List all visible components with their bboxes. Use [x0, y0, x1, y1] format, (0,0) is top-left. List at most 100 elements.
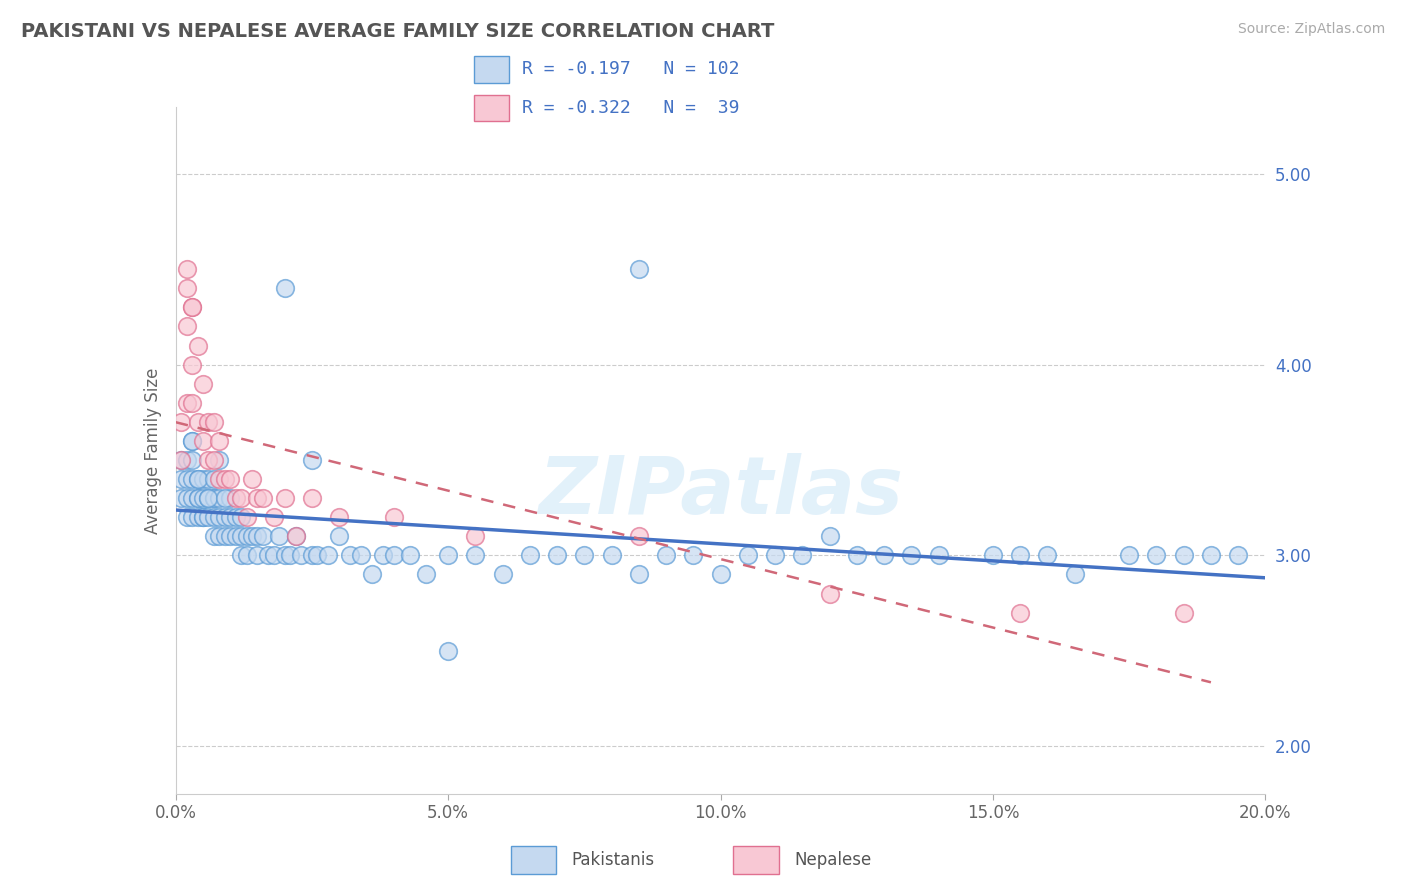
- Point: [225, 529, 247, 543]
- Point: [818, 529, 841, 543]
- Point: [382, 510, 405, 524]
- Point: [574, 549, 596, 563]
- Point: [235, 529, 257, 543]
- Point: [181, 472, 204, 486]
- Point: [290, 549, 312, 563]
- Point: [464, 529, 486, 543]
- Point: [600, 549, 623, 563]
- Point: [170, 491, 193, 505]
- Point: [231, 491, 253, 505]
- Point: [1173, 549, 1195, 563]
- Point: [181, 510, 204, 524]
- Point: [176, 491, 198, 505]
- Point: [170, 453, 193, 467]
- Point: [737, 549, 759, 563]
- Point: [328, 510, 350, 524]
- Point: [181, 434, 204, 448]
- Point: [208, 529, 231, 543]
- Point: [191, 491, 214, 505]
- Point: [845, 549, 868, 563]
- Point: [818, 586, 841, 600]
- Point: [252, 491, 274, 505]
- Point: [235, 549, 257, 563]
- Point: [437, 549, 460, 563]
- Point: [1173, 606, 1195, 620]
- Point: [181, 491, 204, 505]
- Point: [301, 453, 323, 467]
- Point: [181, 358, 204, 372]
- Point: [225, 510, 247, 524]
- Point: [181, 453, 204, 467]
- Point: [318, 549, 340, 563]
- Point: [627, 262, 650, 277]
- Point: [1118, 549, 1140, 563]
- Point: [900, 549, 922, 563]
- Point: [214, 510, 236, 524]
- Point: [208, 510, 231, 524]
- Point: [176, 262, 198, 277]
- Point: [235, 510, 257, 524]
- Point: [360, 567, 382, 582]
- Point: [792, 549, 814, 563]
- Point: [219, 472, 242, 486]
- Point: [284, 529, 307, 543]
- Text: PAKISTANI VS NEPALESE AVERAGE FAMILY SIZE CORRELATION CHART: PAKISTANI VS NEPALESE AVERAGE FAMILY SIZ…: [21, 22, 775, 41]
- Point: [682, 549, 704, 563]
- Point: [415, 567, 437, 582]
- Text: R = -0.322   N =  39: R = -0.322 N = 39: [523, 99, 740, 117]
- Point: [176, 510, 198, 524]
- Text: Source: ZipAtlas.com: Source: ZipAtlas.com: [1237, 22, 1385, 37]
- Point: [176, 453, 198, 467]
- Point: [257, 549, 280, 563]
- Point: [208, 491, 231, 505]
- Point: [181, 301, 204, 315]
- Point: [231, 529, 253, 543]
- Point: [263, 510, 285, 524]
- Point: [546, 549, 568, 563]
- Bar: [510, 846, 557, 874]
- Point: [176, 472, 198, 486]
- Point: [181, 434, 204, 448]
- Point: [981, 549, 1004, 563]
- Point: [219, 510, 242, 524]
- Point: [191, 510, 214, 524]
- Point: [202, 415, 225, 429]
- Point: [186, 491, 209, 505]
- Text: R = -0.197   N = 102: R = -0.197 N = 102: [523, 61, 740, 78]
- Point: [202, 491, 225, 505]
- Point: [186, 472, 209, 486]
- Point: [274, 281, 297, 295]
- Point: [274, 549, 297, 563]
- Point: [284, 529, 307, 543]
- Point: [191, 510, 214, 524]
- Point: [1036, 549, 1059, 563]
- Point: [214, 491, 236, 505]
- Bar: [474, 95, 509, 121]
- Point: [492, 567, 515, 582]
- Point: [627, 567, 650, 582]
- Point: [202, 453, 225, 467]
- Point: [197, 510, 219, 524]
- Point: [191, 376, 214, 391]
- Point: [246, 491, 269, 505]
- Point: [202, 491, 225, 505]
- Point: [437, 644, 460, 658]
- Point: [252, 529, 274, 543]
- Bar: [474, 56, 509, 83]
- Point: [231, 510, 253, 524]
- Point: [202, 529, 225, 543]
- Point: [170, 415, 193, 429]
- Point: [186, 415, 209, 429]
- Point: [208, 453, 231, 467]
- Text: Pakistanis: Pakistanis: [571, 851, 655, 869]
- Point: [181, 301, 204, 315]
- Point: [1199, 549, 1222, 563]
- Point: [710, 567, 733, 582]
- Point: [176, 319, 198, 334]
- Point: [208, 434, 231, 448]
- Point: [214, 529, 236, 543]
- Point: [197, 472, 219, 486]
- Point: [1010, 549, 1032, 563]
- Point: [301, 549, 323, 563]
- Point: [214, 472, 236, 486]
